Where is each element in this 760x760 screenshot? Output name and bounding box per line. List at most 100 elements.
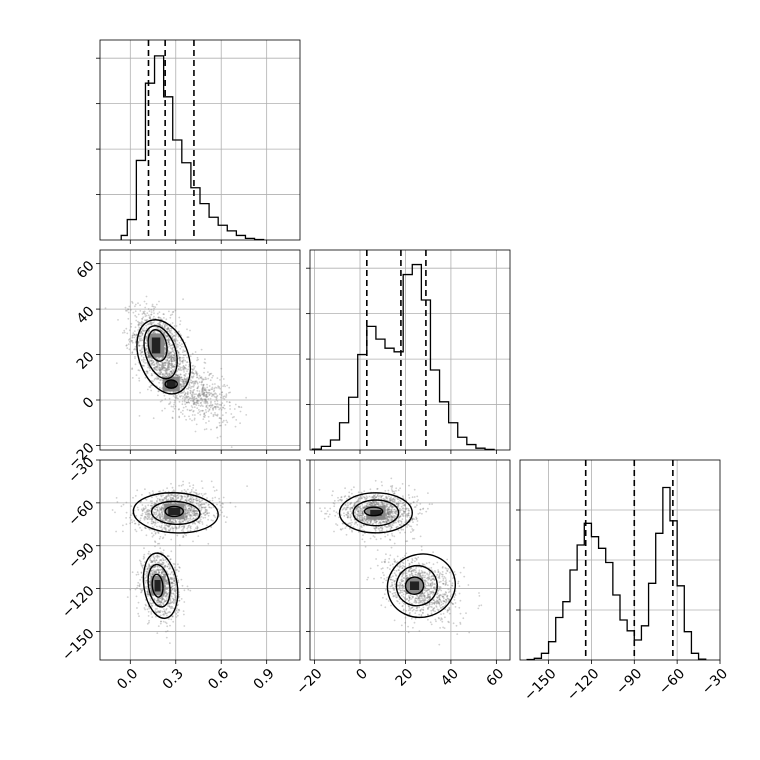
- sample-point: [174, 373, 177, 376]
- sample-point: [159, 372, 161, 374]
- sample-point: [192, 400, 195, 402]
- sample-point: [152, 569, 155, 571]
- sample-point: [165, 372, 168, 375]
- sample-point: [155, 571, 158, 574]
- sample-point: [176, 374, 179, 377]
- sample-point: [156, 366, 159, 369]
- sample-point: [161, 610, 164, 613]
- sample-point: [384, 504, 386, 507]
- sample-point: [206, 497, 208, 499]
- sample-point: [163, 367, 166, 370]
- sample-point: [141, 339, 143, 341]
- sample-point: [169, 495, 171, 497]
- sample-point: [189, 397, 192, 399]
- sample-point: [207, 410, 210, 413]
- sample-point: [389, 503, 392, 506]
- sample-point: [138, 335, 141, 337]
- sample-point: [164, 364, 167, 366]
- sample-point: [189, 501, 192, 504]
- sample-point: [170, 587, 173, 589]
- sample-point: [410, 502, 412, 505]
- sample-point: [216, 503, 218, 506]
- sample-point: [184, 499, 187, 501]
- sample-point: [202, 378, 205, 380]
- sample-point: [202, 384, 205, 386]
- sample-point: [162, 570, 165, 572]
- sample-point: [174, 569, 177, 571]
- sample-point: [181, 385, 184, 387]
- sample-point: [215, 427, 218, 429]
- sample-point: [173, 325, 176, 327]
- sample-point: [197, 535, 200, 537]
- sample-point: [174, 598, 177, 601]
- sample-point: [140, 590, 143, 593]
- sample-point: [168, 360, 171, 363]
- sample-point: [361, 519, 364, 521]
- hist-p2-xtick-label: −60: [656, 666, 688, 698]
- sample-point: [188, 507, 191, 510]
- sample-point: [127, 339, 130, 341]
- sample-point: [168, 356, 171, 359]
- sample-point: [156, 598, 159, 601]
- sample-point: [186, 511, 189, 514]
- sample-point: [133, 347, 136, 350]
- sample-point: [177, 344, 179, 346]
- sample-point: [204, 378, 206, 381]
- sample-point: [162, 573, 165, 576]
- sample-point: [204, 358, 206, 361]
- sample-point: [182, 360, 184, 363]
- sample-point: [164, 600, 167, 603]
- sample-point: [169, 578, 172, 580]
- sample-point: [155, 506, 158, 509]
- sample-point: [202, 386, 205, 389]
- sample-point: [178, 484, 181, 487]
- sample-point: [233, 416, 235, 418]
- sample-point: [171, 311, 174, 313]
- sample-point: [173, 579, 175, 582]
- sample-point: [221, 375, 224, 378]
- sample-point: [181, 520, 184, 523]
- sample-point: [183, 489, 186, 491]
- scatter-content: [318, 477, 483, 646]
- sample-point: [144, 603, 147, 606]
- sample-point: [182, 525, 185, 528]
- sample-point: [179, 373, 182, 376]
- sample-point: [159, 559, 161, 561]
- sample-point: [178, 357, 181, 360]
- sample-point: [167, 602, 170, 605]
- sample-point: [174, 520, 177, 523]
- sample-point: [141, 332, 144, 335]
- sample-point: [186, 378, 189, 381]
- sample-point: [184, 383, 187, 385]
- sample-point: [149, 598, 152, 600]
- sample-point: [360, 497, 363, 500]
- sample-point: [163, 526, 166, 529]
- sample-point: [165, 590, 168, 593]
- sample-point: [150, 308, 153, 311]
- sample-point: [134, 303, 137, 306]
- sample-point: [190, 382, 193, 384]
- sample-point: [139, 349, 141, 352]
- sample-point: [345, 506, 348, 509]
- sample-point: [171, 597, 174, 600]
- sample-point: [345, 533, 348, 536]
- sample-point: [196, 400, 199, 402]
- sample-point: [180, 494, 182, 497]
- sample-point: [170, 364, 173, 367]
- sample-point: [356, 513, 358, 516]
- sample-point: [131, 340, 133, 343]
- sample-point: [141, 350, 144, 353]
- sample-point: [396, 502, 399, 505]
- sample-point: [134, 305, 136, 308]
- sample-point: [169, 344, 172, 347]
- sample-point: [220, 367, 223, 370]
- sample-point: [167, 368, 169, 371]
- sample-point: [174, 393, 177, 396]
- sample-point: [159, 490, 161, 493]
- sample-point: [370, 519, 373, 522]
- sample-point: [182, 367, 185, 370]
- sample-point: [143, 300, 146, 303]
- sample-point: [173, 368, 176, 371]
- sample-point: [178, 356, 181, 359]
- sample-point: [160, 551, 162, 554]
